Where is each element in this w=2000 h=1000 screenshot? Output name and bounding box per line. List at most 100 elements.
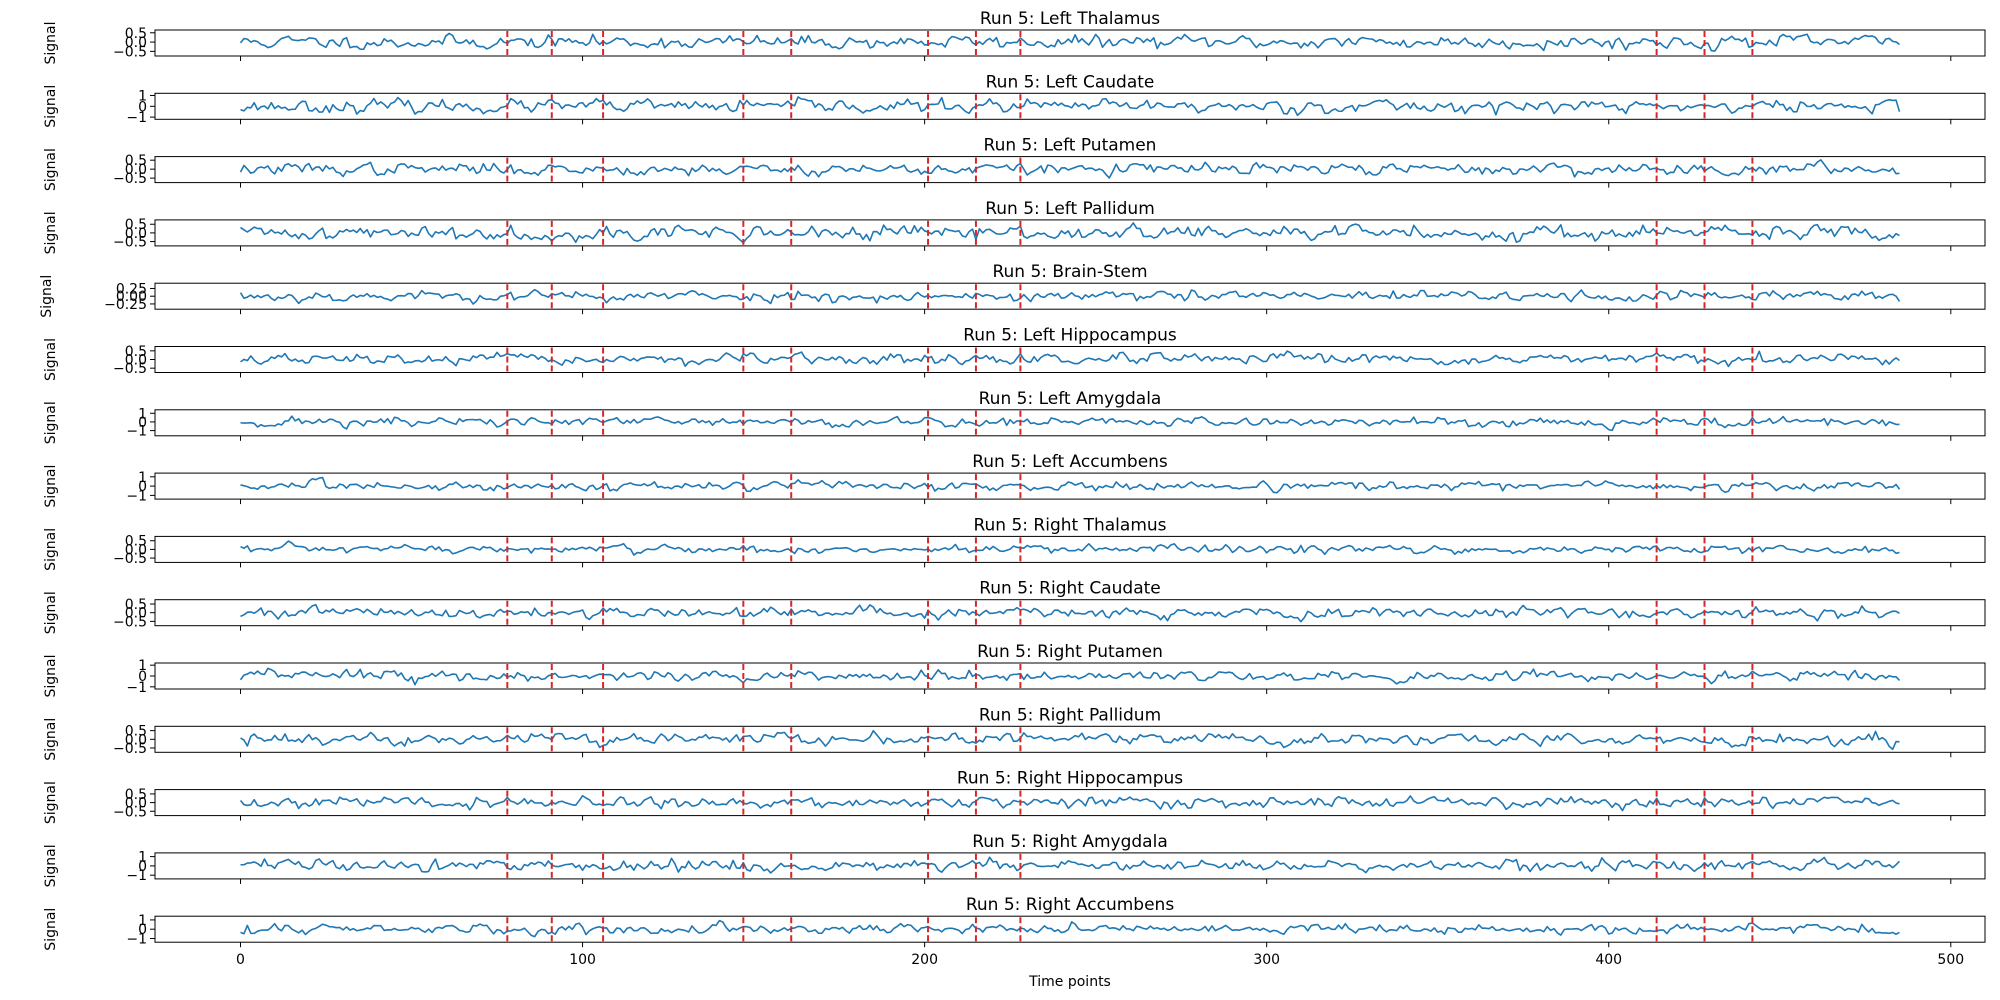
y-tick-label: 0 [138, 479, 147, 495]
y-tick-label: 0.5 [125, 787, 147, 803]
y-tick-label: 0.5 [125, 26, 147, 42]
y-axis-label: Signal [43, 401, 59, 444]
y-tick-label: −1 [126, 488, 147, 504]
panel-13: Run 5: Right Hippocampus Signal 0.50.0−0.5 [43, 769, 1986, 824]
y-axis-label: Signal [39, 275, 55, 318]
y-axis-label: Signal [43, 781, 59, 824]
panel-title: Run 5: Right Pallidum [979, 705, 1161, 725]
y-tick-label: 0.0 [125, 35, 147, 51]
y-tick-label: 1 [138, 658, 147, 674]
y-tick-label: 0 [138, 669, 147, 685]
series-line [240, 540, 1900, 556]
x-axis-label: Time points [1028, 974, 1111, 990]
y-tick-label: −1 [126, 424, 147, 440]
y-tick-label: 0.5 [125, 217, 147, 233]
x-tick-label: 400 [1595, 952, 1622, 968]
x-tick-label: 200 [911, 952, 938, 968]
y-tick-label: −1 [126, 931, 147, 947]
panel-10: Run 5: Right Caudate Signal 0.50.0−0.5 [43, 579, 1986, 634]
panel-title: Run 5: Right Hippocampus [957, 769, 1183, 789]
panel-title: Run 5: Left Accumbens [972, 452, 1168, 472]
y-axis-label: Signal [43, 85, 59, 128]
y-axis-label: Signal [43, 148, 59, 191]
y-tick-label: 0.0 [125, 353, 147, 369]
series-line [240, 856, 1901, 874]
y-tick-label: −0.5 [113, 551, 147, 567]
x-tick-label: 0 [236, 952, 245, 968]
panel-title: Run 5: Right Putamen [977, 642, 1163, 662]
y-tick-label: 0.5 [125, 724, 147, 740]
series-line [240, 222, 1900, 244]
axes-frame [154, 535, 1986, 563]
panel-title: Run 5: Left Amygdala [979, 389, 1162, 409]
series-line [239, 288, 1901, 305]
y-tick-label: 1 [138, 406, 147, 422]
y-tick-label: 0.0 [125, 542, 147, 558]
panel-4: Run 5: Left Pallidum Signal 0.50.0−0.5 [43, 199, 1986, 254]
y-axis-label: Signal [43, 465, 59, 508]
y-tick-label: 0.0 [125, 732, 147, 748]
y-tick-label: −0.5 [113, 741, 147, 757]
series-line [240, 476, 1901, 494]
y-tick-label: 1 [138, 913, 147, 929]
series-line [240, 729, 1900, 751]
y-tick-label: −0.5 [113, 44, 147, 60]
panel-15: Run 5: Right Accumbens Signal 10−1 [43, 895, 1986, 951]
axes-frame [154, 852, 1986, 880]
x-tick-label: 300 [1253, 952, 1280, 968]
y-tick-label: −0.5 [113, 804, 147, 820]
y-tick-label: 0.0 [125, 226, 147, 242]
y-axis-label: Signal [43, 654, 59, 697]
panel-title: Run 5: Left Caudate [986, 72, 1155, 92]
y-tick-label: 0 [138, 415, 147, 431]
y-tick-label: 0.0 [125, 796, 147, 812]
y-tick-label: −0.5 [113, 235, 147, 251]
panel-9: Run 5: Right Thalamus Signal 0.50.0−0.5 [43, 515, 1986, 571]
panel-title: Run 5: Left Putamen [984, 136, 1157, 156]
y-axis-label: Signal [43, 591, 59, 634]
y-tick-label: −0.25 [104, 297, 147, 313]
panel-1: Run 5: Left Thalamus Signal 0.50.0−0.5 [43, 9, 1986, 65]
y-tick-label: −0.5 [113, 361, 147, 377]
panel-title: Run 5: Right Caudate [979, 579, 1161, 599]
y-axis-label: Signal [43, 718, 59, 761]
axes-frame [154, 472, 1986, 500]
y-tick-label: 0.0 [125, 606, 147, 622]
y-tick-label: 1 [138, 88, 147, 104]
axes-frame [154, 219, 1986, 247]
panel-3: Run 5: Left Putamen Signal 0.50.0−0.5 [43, 136, 1986, 191]
panel-11: Run 5: Right Putamen Signal 10−1 [43, 642, 1986, 698]
series-line [240, 603, 1900, 623]
panel-6: Run 5: Left Hippocampus Signal 0.50.0−0.5 [43, 326, 1986, 381]
y-tick-label: 0.25 [116, 281, 147, 297]
axes-frame [154, 156, 1986, 184]
y-tick-label: 0.0 [125, 162, 147, 178]
axes-frame [154, 92, 1986, 120]
series-line [240, 96, 1901, 117]
y-tick-label: 0 [138, 99, 147, 115]
y-tick-label: −1 [126, 868, 147, 884]
axes-frame [154, 346, 1986, 373]
series-line [240, 415, 1900, 432]
panel-title: Run 5: Left Hippocampus [963, 326, 1177, 346]
axes-frame [154, 599, 1986, 627]
x-tick-label: 100 [569, 952, 596, 968]
x-axis: 0 100 200 300 400 500 [236, 952, 1964, 968]
y-tick-label: 0.5 [125, 597, 147, 613]
y-tick-label: 1 [138, 470, 147, 486]
panel-title: Run 5: Brain-Stem [992, 262, 1147, 282]
y-tick-label: −0.5 [113, 614, 147, 630]
y-tick-label: 0.5 [125, 344, 147, 360]
y-tick-label: 0.5 [125, 153, 147, 169]
panel-8: Run 5: Left Accumbens Signal 10−1 [43, 452, 1986, 508]
y-tick-label: 1 [138, 850, 147, 866]
y-axis-label: Signal [43, 528, 59, 571]
panel-5: Run 5: Brain-Stem Signal 0.250.00−0.25 [39, 262, 1986, 318]
panel-12: Run 5: Right Pallidum Signal 0.50.0−0.5 [43, 705, 1986, 761]
panel-title: Run 5: Right Thalamus [973, 515, 1166, 535]
panel-title: Run 5: Right Amygdala [972, 832, 1168, 852]
y-tick-label: −0.5 [113, 171, 147, 187]
series-line [239, 32, 1900, 52]
series-line [239, 794, 1900, 812]
